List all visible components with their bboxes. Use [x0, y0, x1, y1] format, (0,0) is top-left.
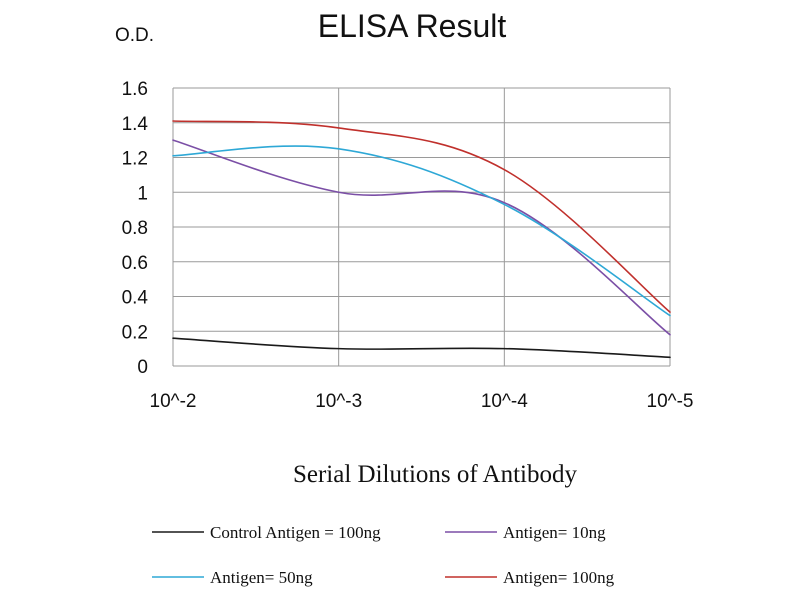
series-line-2 — [172, 145, 671, 317]
x-tick-labels: 10^-2 10^-3 10^-4 10^-5 — [150, 391, 694, 412]
series-line-1 — [172, 139, 671, 336]
y-tick-label: 0.2 — [122, 322, 148, 343]
y-axis-label: O.D. — [115, 25, 154, 46]
y-tick-label: 1.6 — [122, 79, 148, 100]
series-lines — [172, 120, 671, 359]
y-tick-labels: 0 0.2 0.4 0.6 0.8 1 1.2 1.4 1.6 — [122, 79, 149, 378]
legend-label-3: Antigen= 100ng — [503, 568, 615, 587]
x-tick-label: 10^-5 — [647, 391, 694, 412]
x-tick-label: 10^-4 — [481, 391, 528, 412]
grid — [172, 87, 671, 367]
y-tick-label: 0.8 — [122, 218, 148, 239]
x-tick-label: 10^-2 — [150, 391, 197, 412]
y-tick-label: 1.2 — [122, 149, 148, 170]
legend-label-2: Antigen= 50ng — [210, 568, 313, 587]
series-line-0 — [172, 337, 671, 359]
y-tick-label: 0.4 — [122, 288, 149, 309]
x-tick-label: 10^-3 — [315, 391, 362, 412]
x-axis-label: Serial Dilutions of Antibody — [293, 461, 578, 488]
y-tick-label: 1.4 — [122, 114, 149, 135]
chart-title: ELISA Result — [318, 8, 507, 44]
legend-label-0: Control Antigen = 100ng — [210, 523, 381, 542]
y-tick-label: 0 — [137, 357, 148, 378]
y-tick-label: 0.6 — [122, 253, 148, 274]
series-line-3 — [172, 120, 671, 313]
y-tick-label: 1 — [137, 183, 148, 204]
legend: Control Antigen = 100ng Antigen= 10ng Anti… — [152, 523, 615, 587]
legend-label-1: Antigen= 10ng — [503, 523, 606, 542]
